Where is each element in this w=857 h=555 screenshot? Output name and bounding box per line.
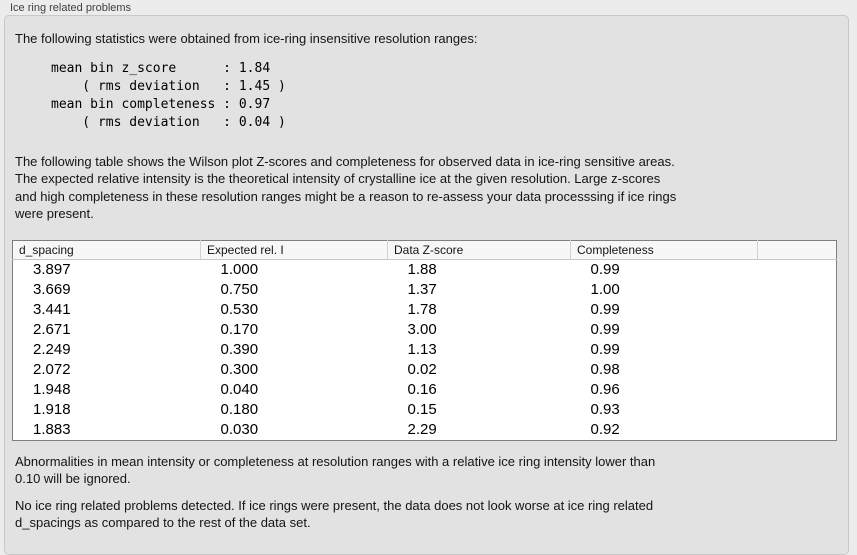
table-cell: 1.78 [407, 300, 437, 318]
table-cell: 0.180 [220, 400, 259, 418]
table-row[interactable]: 3.669 0.750 1.37 1.00 [13, 280, 837, 300]
table-cell [758, 259, 837, 280]
table-cell: 3.669 [33, 280, 71, 298]
table-row[interactable]: 1.948 0.040 0.16 0.96 [13, 380, 837, 400]
column-header-d-spacing[interactable]: d_spacing [12, 240, 201, 260]
table-cell: 0.300 [220, 360, 259, 378]
table-cell: 0.99 [590, 260, 620, 278]
column-header-expected-rel-i[interactable]: Expected rel. I [200, 240, 388, 260]
table-cell [758, 420, 837, 441]
table-cell: 0.750 [220, 280, 259, 298]
ice-ring-statistics-block: mean bin z_score : 1.84 ( rms deviation … [51, 60, 286, 130]
table-row[interactable]: 1.883 0.030 2.29 0.92 [13, 420, 837, 441]
table-description-text: The following table shows the Wilson plo… [15, 153, 677, 222]
table-cell: 3.441 [33, 300, 71, 318]
table-cell: 0.02 [407, 360, 437, 378]
table-row[interactable]: 3.441 0.530 1.78 0.99 [13, 300, 837, 320]
table-cell: 0.040 [220, 380, 259, 398]
table-cell: 0.530 [220, 300, 259, 318]
table-cell: 2.249 [33, 340, 71, 358]
table-body: 3.897 1.000 1.88 0.99 3.669 0.750 1.37 1.00 3.44… [13, 259, 837, 440]
ice-ring-table[interactable]: d_spacing Expected rel. I Data Z-score C… [12, 239, 837, 441]
table-cell: 1.000 [220, 260, 259, 278]
table-cell: 0.99 [590, 340, 620, 358]
table-cell: 0.390 [220, 340, 259, 358]
table-cell: 1.13 [407, 340, 437, 358]
table-row[interactable]: 1.918 0.180 0.15 0.93 [13, 400, 837, 420]
table-header-row: d_spacing Expected rel. I Data Z-score C… [12, 240, 837, 260]
table-cell [758, 360, 837, 380]
table-row[interactable]: 2.671 0.170 3.00 0.99 [13, 320, 837, 340]
table-cell: 2.671 [33, 320, 71, 338]
table-cell: 0.98 [590, 360, 620, 378]
table-cell: 3.00 [407, 320, 437, 338]
ignored-note-text: Abnormalities in mean intensity or compl… [15, 453, 656, 487]
table-cell [758, 300, 837, 320]
table-cell: 2.072 [33, 360, 71, 378]
table-cell: 1.948 [33, 380, 71, 398]
column-header-empty [757, 240, 837, 260]
table-cell: 1.918 [33, 400, 71, 418]
table-cell: 1.883 [33, 420, 71, 438]
table-cell: 0.99 [590, 320, 620, 338]
table-cell [758, 380, 837, 400]
table-row[interactable]: 2.072 0.300 0.02 0.98 [13, 360, 837, 380]
table-cell: 0.96 [590, 380, 620, 398]
table-cell [758, 280, 837, 300]
table-cell: 2.29 [407, 420, 437, 438]
table-row[interactable]: 3.897 1.000 1.88 0.99 [13, 259, 837, 280]
table-cell [758, 340, 837, 360]
table-cell: 0.92 [590, 420, 620, 438]
column-header-completeness[interactable]: Completeness [570, 240, 758, 260]
table-cell: 0.15 [407, 400, 437, 418]
table-cell [758, 320, 837, 340]
column-header-data-z-score[interactable]: Data Z-score [387, 240, 571, 260]
conclusion-text: No ice ring related problems detected. I… [15, 497, 654, 531]
table-row[interactable]: 2.249 0.390 1.13 0.99 [13, 340, 837, 360]
table-cell [758, 400, 837, 420]
intro-text: The following statistics were obtained f… [15, 31, 478, 46]
table-cell: 0.99 [590, 300, 620, 318]
table-cell: 1.37 [407, 280, 437, 298]
table-cell: 0.16 [407, 380, 437, 398]
table-cell: 1.00 [590, 280, 620, 298]
ice-ring-panel: The following statistics were obtained f… [4, 15, 849, 555]
table-cell: 0.93 [590, 400, 620, 418]
ice-ring-table-container: d_spacing Expected rel. I Data Z-score C… [12, 239, 838, 441]
groupbox-title: Ice ring related problems [10, 2, 132, 14]
table-cell: 0.170 [220, 320, 259, 338]
table-cell: 0.030 [220, 420, 259, 438]
table-cell: 3.897 [33, 260, 71, 278]
table-cell: 1.88 [407, 260, 437, 278]
